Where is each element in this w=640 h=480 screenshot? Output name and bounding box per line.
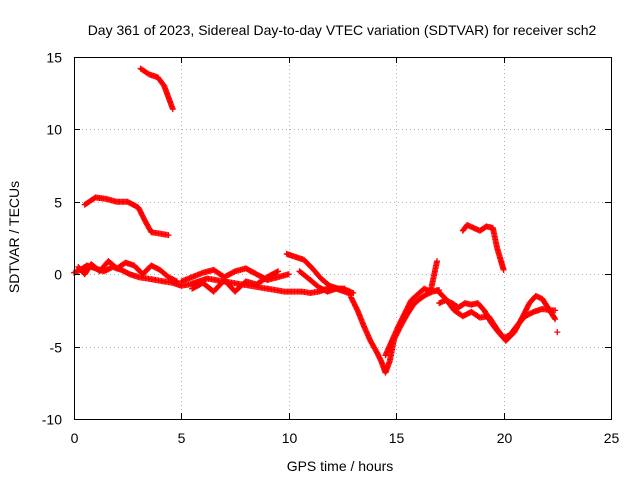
data-point [341, 285, 348, 292]
chart-title: Day 361 of 2023, Sidereal Day-to-day VTE… [88, 22, 597, 38]
plot-frame [74, 57, 612, 420]
y-tick-label: 5 [54, 195, 62, 211]
data-point [434, 258, 441, 265]
y-tick-label: -5 [50, 340, 63, 356]
series-arc-12 [434, 287, 559, 344]
x-tick-label: 15 [389, 430, 405, 446]
series-arc-14 [554, 329, 561, 336]
series-arc-8 [296, 268, 348, 295]
data-point [500, 266, 507, 273]
data-point [165, 232, 172, 239]
y-axis-label: SDTVAR / TECUs [6, 181, 22, 293]
data-point [169, 106, 176, 113]
x-tick-label: 25 [604, 430, 620, 446]
data-point [275, 268, 282, 275]
series-arc-1 [137, 65, 176, 113]
y-tick-label: 15 [46, 50, 62, 66]
x-tick-label: 5 [178, 430, 186, 446]
series-arc-4 [75, 258, 181, 285]
axis-ticks: 0 5 10 15 20 25 -10 -5 0 5 10 15 [42, 50, 620, 447]
grid-lines [74, 57, 611, 419]
data-series [71, 65, 561, 376]
series-arc-7 [283, 250, 357, 297]
x-tick-label: 0 [71, 430, 79, 446]
data-point [285, 271, 292, 278]
y-tick-label: 0 [54, 267, 62, 283]
y-tick-label: 10 [46, 122, 62, 138]
x-tick-label: 20 [497, 430, 513, 446]
series-arc-2 [81, 194, 172, 239]
series-arc-13 [459, 221, 507, 273]
data-point [554, 329, 561, 336]
x-axis-label: GPS time / hours [287, 458, 394, 474]
y-tick-label: -10 [42, 412, 62, 428]
data-point [552, 307, 559, 314]
data-point [350, 290, 357, 297]
series-arc-6 [189, 268, 282, 295]
series-arc-10 [382, 258, 441, 359]
x-tick-label: 10 [282, 430, 298, 446]
data-point [552, 316, 559, 323]
data-marker [551, 314, 558, 321]
